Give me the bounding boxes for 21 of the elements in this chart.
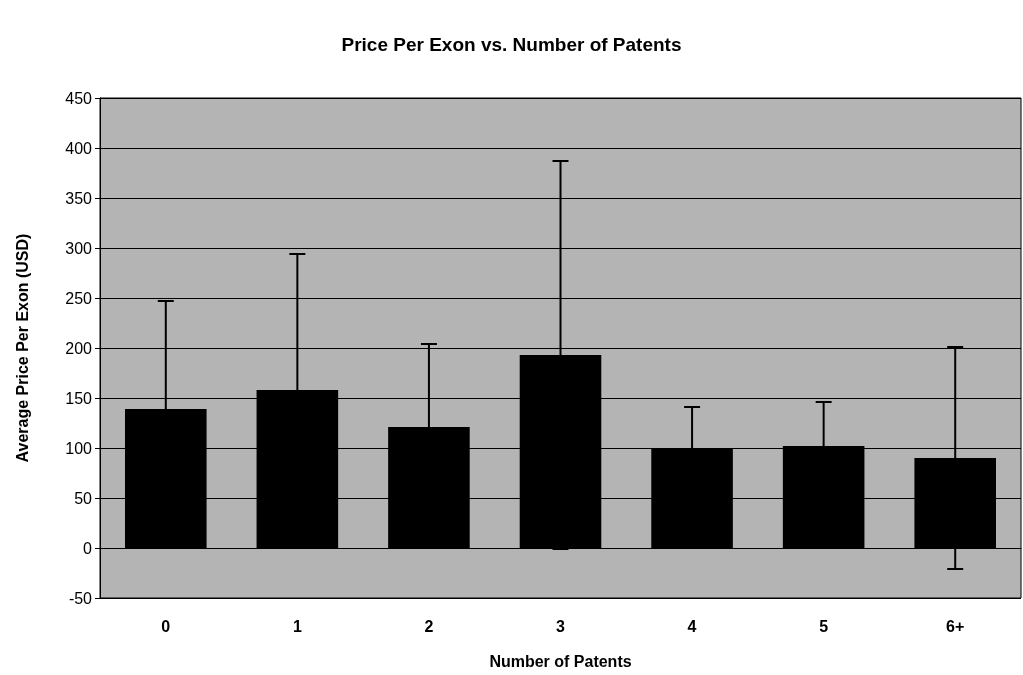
x-tick-label: 4 <box>687 617 697 635</box>
x-tick-label: 5 <box>819 617 829 635</box>
y-axis-title: Average Price Per Exon (USD) <box>13 233 31 463</box>
chart-title: Price Per Exon vs. Number of Patents <box>341 34 682 55</box>
y-tick-label: 250 <box>65 289 93 307</box>
y-tick-label: 0 <box>83 539 93 557</box>
y-tick-label: 100 <box>65 439 93 457</box>
y-tick-label: 300 <box>65 239 93 257</box>
x-tick-label: 1 <box>292 617 302 635</box>
y-tick-label: 50 <box>74 489 93 507</box>
x-tick-label: 3 <box>556 617 566 635</box>
y-tick-label: 350 <box>65 189 93 207</box>
y-tick-label: 450 <box>65 89 93 107</box>
y-tick-label: -50 <box>68 589 93 607</box>
x-axis-title: Number of Patents <box>489 652 632 670</box>
y-tick-label: 150 <box>65 389 93 407</box>
x-tick-label: 0 <box>161 617 171 635</box>
x-tick-label: 6+ <box>946 617 965 635</box>
y-tick-label: 200 <box>65 339 93 357</box>
y-tick-label: 400 <box>65 139 93 157</box>
x-tick-label: 2 <box>424 617 434 635</box>
